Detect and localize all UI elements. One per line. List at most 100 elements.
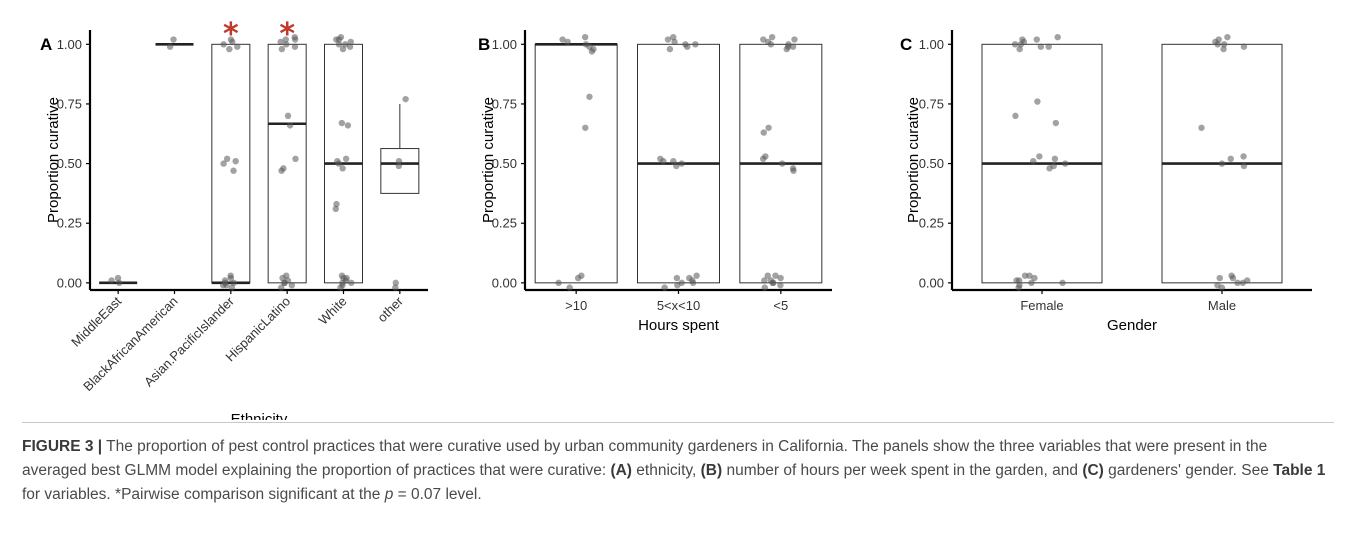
data-point [277,38,284,46]
data-point [772,272,779,279]
data-point [779,160,786,167]
y-tick-label: 1.00 [57,37,82,52]
y-tick-label: 0.50 [492,156,517,171]
data-point [693,272,700,279]
data-point [234,43,241,50]
data-point [338,119,346,127]
data-point [689,279,697,287]
data-point [335,41,343,48]
box->10 [534,43,618,284]
data-point [674,282,681,289]
data-point [278,284,285,291]
data-point [220,160,227,167]
y-tick-label: 0.50 [57,156,82,171]
x-axis-title: Gender [1107,317,1157,334]
data-point [1227,155,1234,163]
panel-b: B 0.00 0.25 0.50 0.75 1.00 Proportion curative… [478,30,832,334]
caption-text-6: = 0.07 level. [393,486,482,503]
data-point [1240,162,1248,170]
data-point [671,38,678,46]
data-point [335,160,342,167]
data-point [1216,274,1223,282]
data-point [1012,112,1019,120]
data-point [226,45,233,53]
data-point [392,279,399,287]
data-point [767,41,775,48]
data-point [789,43,797,50]
caption-table-ref[interactable]: Table 1 [1273,462,1326,479]
data-point [402,95,409,103]
data-point [777,274,784,282]
significance-star: * [223,17,239,52]
panel-c: C 0.00 0.25 0.50 0.75 1.00 Proportion curative… [900,30,1312,334]
caption-p-symbol: p [384,486,394,503]
data-point [555,279,562,287]
data-point [1218,284,1226,291]
caption-area: FIGURE 3 | The proportion of pest contro… [22,422,1334,507]
data-point [1240,43,1248,50]
data-point [765,124,772,131]
data-point [1051,155,1059,163]
y-tick-label: 0.00 [492,275,517,290]
x-tick-label: Male [1208,298,1236,313]
data-point [673,274,681,282]
data-point [170,36,177,43]
data-point [684,43,691,50]
data-point [278,45,286,53]
x-tick-label: 5<x<10 [657,298,700,313]
y-tick-label: 0.25 [919,216,944,231]
data-point [582,124,589,131]
y-tick-label: 0.75 [919,96,944,111]
x-tick-label: BlackAfricanAmerican [80,294,181,395]
data-point [339,165,346,172]
data-point [768,33,776,41]
caption-text-4: gardeners' gender. See [1103,462,1274,479]
panel-label: A [40,35,52,54]
data-point [1198,124,1205,131]
data-point [1034,98,1041,105]
data-point [291,43,299,50]
data-point [1059,279,1066,287]
data-point [664,36,672,43]
data-point [581,33,589,41]
data-point [770,279,777,287]
data-point [395,157,403,165]
data-point [760,36,767,43]
data-point [660,157,667,165]
data-point [166,43,174,50]
data-point [335,36,343,43]
x-tick-label: MiddleEast [68,293,124,349]
data-point [220,41,227,48]
data-point [284,112,292,120]
data-point [1220,41,1228,48]
panel-a: A 0.00 0.25 0.50 0.75 1.00 Proportion curative… [40,17,428,420]
caption-text-2: ethnicity, [631,462,701,479]
data-point [1229,274,1237,282]
panel-label: C [900,35,912,54]
data-point [559,36,566,43]
panel-label: B [478,35,490,54]
data-point [586,93,593,100]
x-axis-title: Ethnicity [231,411,288,420]
data-point [1011,41,1019,48]
box-HispanicLatino [267,43,307,284]
y-tick-label: 0.75 [492,96,517,111]
data-point [292,155,299,163]
data-point [1036,153,1043,160]
data-point [1028,279,1035,287]
data-point [761,284,768,291]
data-point [1017,41,1025,48]
data-point [278,167,285,174]
data-point [1013,277,1020,284]
data-point [673,162,680,170]
data-point [339,45,347,53]
data-point [1031,274,1038,282]
data-point [108,277,115,284]
data-point [1234,279,1241,287]
data-point [790,167,797,174]
data-point [347,38,354,46]
data-point [339,279,346,287]
box-other [380,148,420,194]
data-point [783,45,790,53]
data-point [661,284,668,291]
